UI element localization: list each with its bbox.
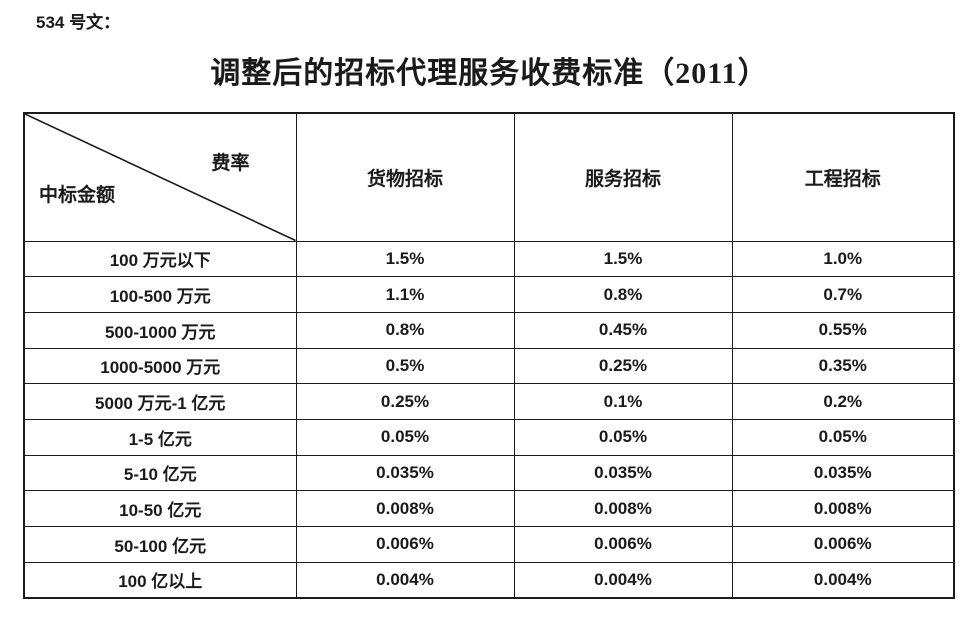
rate-cell: 0.45% xyxy=(513,311,733,349)
row-label: 1000-5000 万元 xyxy=(23,347,297,385)
table-row: 5000 万元-1 亿元 0.25% 0.1% 0.2% xyxy=(23,383,955,420)
table-row: 100 万元以下 1.5% 1.5% 1.0% xyxy=(23,240,955,278)
col-header-goods: 货物招标 xyxy=(295,112,515,242)
corner-label-rate: 费率 xyxy=(211,153,250,174)
rate-cell: 0.035% xyxy=(731,454,955,492)
rate-cell: 0.004% xyxy=(731,561,955,599)
rate-cell: 0.006% xyxy=(513,526,733,563)
rate-cell: 1.5% xyxy=(295,240,515,278)
table-row: 50-100 亿元 0.006% 0.006% 0.006% xyxy=(23,526,955,563)
col-header-engineering: 工程招标 xyxy=(731,112,955,242)
rate-cell: 1.5% xyxy=(513,240,733,278)
rate-cell: 0.006% xyxy=(295,526,515,563)
rate-cell: 0.035% xyxy=(513,454,733,492)
rate-cell: 0.05% xyxy=(295,418,515,456)
rate-cell: 0.008% xyxy=(295,490,515,527)
rate-cell: 0.05% xyxy=(731,418,955,456)
rate-cell: 0.006% xyxy=(731,526,955,563)
rate-cell: 0.05% xyxy=(513,418,733,456)
table-row: 5-10 亿元 0.035% 0.035% 0.035% xyxy=(23,454,955,492)
rate-cell: 0.004% xyxy=(513,561,733,599)
rate-cell: 0.25% xyxy=(513,347,733,385)
row-label: 5000 万元-1 亿元 xyxy=(23,383,297,420)
fee-table-body: 100 万元以下 1.5% 1.5% 1.0% 100-500 万元 1.1% 0.8% 0.… xyxy=(23,240,955,599)
rate-cell: 0.5% xyxy=(295,347,515,385)
rate-cell: 0.55% xyxy=(731,311,955,349)
row-label: 10-50 亿元 xyxy=(23,490,297,527)
rate-cell: 0.7% xyxy=(731,276,955,313)
row-label: 100 亿以上 xyxy=(23,561,297,599)
rate-cell: 0.8% xyxy=(513,276,733,313)
header-row: 费率 中标金额 货物招标 服务招标 工程招标 xyxy=(23,112,955,242)
rate-cell: 0.35% xyxy=(731,347,955,385)
doc-ref: 534 号文： xyxy=(36,13,121,32)
row-label: 50-100 亿元 xyxy=(23,526,297,563)
rate-cell: 0.1% xyxy=(513,383,733,420)
table-row: 100-500 万元 1.1% 0.8% 0.7% xyxy=(23,276,955,313)
rate-cell: 0.25% xyxy=(295,383,515,420)
rate-cell: 0.2% xyxy=(731,383,955,420)
corner-cell: 费率 中标金额 xyxy=(23,112,297,242)
row-label: 100 万元以下 xyxy=(23,240,297,278)
table-row: 1000-5000 万元 0.5% 0.25% 0.35% xyxy=(23,347,955,385)
rate-cell: 0.008% xyxy=(731,490,955,527)
table-row: 10-50 亿元 0.008% 0.008% 0.008% xyxy=(23,490,955,527)
rate-cell: 0.8% xyxy=(295,311,515,349)
rate-cell: 1.1% xyxy=(295,276,515,313)
col-header-services: 服务招标 xyxy=(513,112,733,242)
fee-table: 费率 中标金额 货物招标 服务招标 工程招标 100 万元以下 1.5% 1.5% 1… xyxy=(23,112,955,599)
table-row: 100 亿以上 0.004% 0.004% 0.004% xyxy=(23,561,955,599)
corner-label-amount: 中标金额 xyxy=(39,185,116,206)
rate-cell: 0.008% xyxy=(513,490,733,527)
rate-cell: 1.0% xyxy=(731,240,955,278)
rate-cell: 0.035% xyxy=(295,454,515,492)
diagonal-divider-line xyxy=(25,114,296,241)
table-row: 1-5 亿元 0.05% 0.05% 0.05% xyxy=(23,418,955,456)
table-row: 500-1000 万元 0.8% 0.45% 0.55% xyxy=(23,311,955,349)
page-title: 调整后的招标代理服务收费标准（2011） xyxy=(210,57,769,90)
row-label: 500-1000 万元 xyxy=(23,311,297,349)
rate-cell: 0.004% xyxy=(295,561,515,599)
row-label: 1-5 亿元 xyxy=(23,418,297,456)
row-label: 5-10 亿元 xyxy=(23,454,297,492)
row-label: 100-500 万元 xyxy=(23,276,297,313)
